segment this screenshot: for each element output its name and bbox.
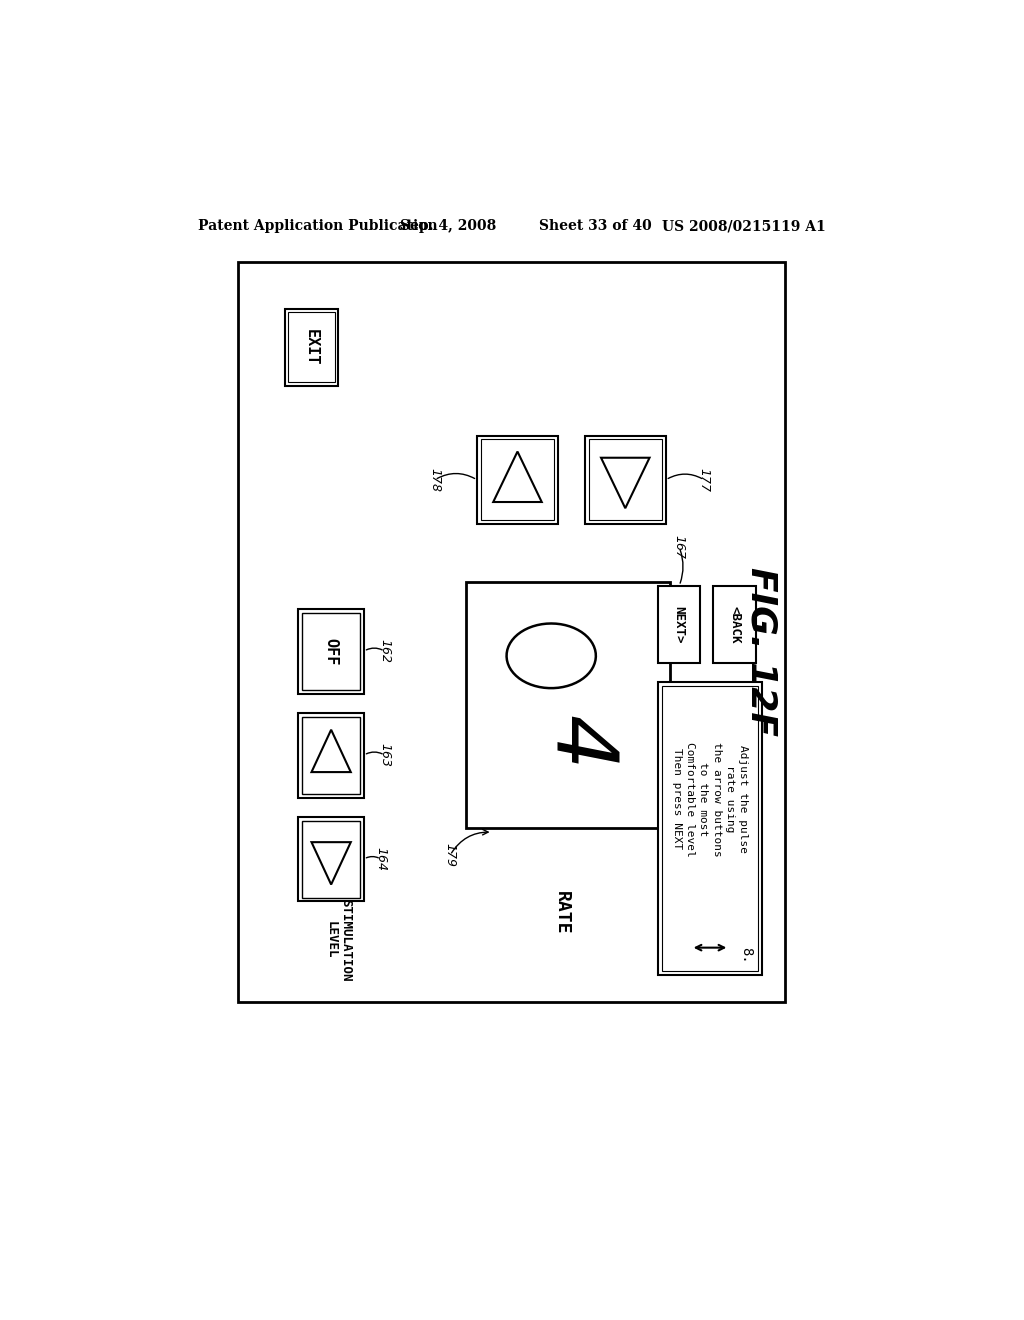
Polygon shape [714,586,756,663]
Polygon shape [589,440,662,520]
Polygon shape [289,313,335,381]
Polygon shape [466,582,670,829]
Polygon shape [507,623,596,688]
Polygon shape [298,817,364,902]
Text: FIG. 12F: FIG. 12F [745,566,779,735]
Text: 179: 179 [443,843,457,867]
Text: 167: 167 [673,535,686,560]
Polygon shape [658,586,700,663]
Text: Patent Application Publication: Patent Application Publication [199,219,438,234]
Polygon shape [298,713,364,797]
Text: US 2008/0215119 A1: US 2008/0215119 A1 [662,219,825,234]
Polygon shape [585,436,666,524]
Text: 177: 177 [697,467,711,492]
Text: Adjust the pulse
rate using
the arrow buttons
to the most
Comfortable level
Then: Adjust the pulse rate using the arrow bu… [672,742,748,857]
Polygon shape [481,440,554,520]
Text: 164: 164 [375,847,387,871]
Text: 163: 163 [378,743,391,767]
Polygon shape [477,436,558,524]
Text: NEXT>: NEXT> [673,606,686,643]
Text: RATE: RATE [553,891,570,935]
Text: STIMULATION
LEVEL: STIMULATION LEVEL [325,899,352,981]
Polygon shape [298,609,364,693]
Text: Sep. 4, 2008: Sep. 4, 2008 [400,219,497,234]
Text: <BACK: <BACK [728,606,741,643]
Text: EXIT: EXIT [304,329,319,366]
Bar [239,263,785,1002]
Polygon shape [302,717,360,793]
Text: 4: 4 [537,714,620,770]
Polygon shape [302,612,360,689]
Polygon shape [658,682,762,974]
Text: 8.: 8. [739,946,754,964]
Polygon shape [662,686,758,970]
Text: OFF: OFF [324,638,339,665]
Text: 162: 162 [378,639,391,663]
Text: Sheet 33 of 40: Sheet 33 of 40 [539,219,651,234]
Text: 178: 178 [428,467,441,492]
Polygon shape [302,821,360,898]
Polygon shape [285,309,339,385]
